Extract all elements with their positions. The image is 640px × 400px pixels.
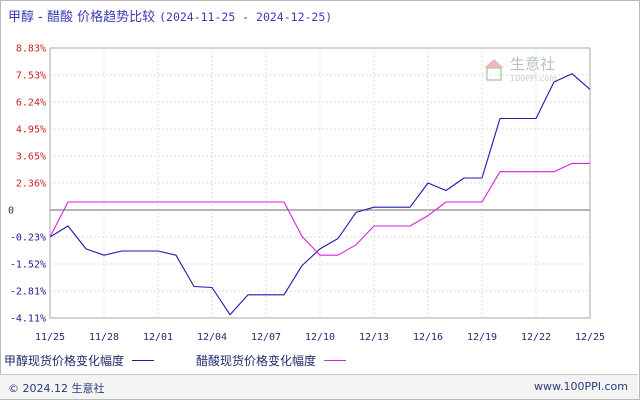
y-tick-label: -4.11% [10, 314, 46, 325]
legend-swatch-series1 [132, 360, 155, 361]
x-tick-label: 12/01 [143, 332, 173, 343]
footer-copyright: © 2024.12 生意社 [8, 382, 105, 395]
legend-label-series2: 醋酸现货价格变化幅度 [196, 354, 317, 368]
y-axis-ticks: 8.83% 7.53% 6.24% 4.95% 3.65% 2.36% 0 -0.23% -1.… [8, 44, 46, 325]
watermark-brand: 生意社 [510, 55, 555, 73]
legend-item-series1: 甲醇现货价格变化幅度 [4, 352, 155, 369]
y-tick-label: -0.23% [10, 233, 46, 244]
y-tick-label: -1.52% [10, 260, 46, 271]
series-line-2 [49, 162, 590, 256]
x-tick-label: 12/16 [413, 332, 443, 343]
y-tick-label: 0 [8, 206, 14, 217]
legend-swatch-series2 [324, 360, 347, 361]
grid [49, 47, 591, 319]
y-tick-label: 4.95% [16, 125, 46, 136]
watermark-logo: 生意社 100PPI.com [480, 54, 580, 88]
house-roof-icon [484, 59, 504, 68]
chart-date-range: (2024-11-25 - 2024-12-25) [159, 10, 333, 24]
y-tick-label: -2.81% [10, 287, 46, 298]
y-tick-label: 3.65% [16, 152, 46, 163]
x-tick-label: 12/10 [305, 332, 335, 343]
x-tick-label: 11/25 [35, 332, 65, 343]
y-tick-label: 2.36% [16, 179, 46, 190]
chart-title-text: 甲醇 - 醋酸 价格趋势比较 [8, 10, 156, 25]
x-tick-label: 12/13 [359, 332, 389, 343]
x-tick-label: 12/25 [575, 332, 605, 343]
y-tick-label: 6.24% [16, 98, 46, 109]
footer-url: www.100PPI.com [534, 380, 628, 393]
y-tick-label: 7.53% [16, 71, 46, 82]
series-line-1 [49, 73, 591, 316]
x-tick-label: 11/28 [89, 332, 119, 343]
legend-label-series1: 甲醇现货价格变化幅度 [4, 354, 125, 368]
chart-title: 甲醇 - 醋酸 价格趋势比较 (2024-11-25 - 2024-12-25) [8, 6, 332, 25]
y-tick-label: 8.83% [16, 44, 46, 55]
watermark-url: 100PPI.com [510, 74, 557, 83]
x-tick-label: 12/22 [521, 332, 551, 343]
x-tick-label: 12/19 [467, 332, 497, 343]
footer: © 2024.12 生意社 www.100PPI.com [0, 374, 638, 399]
series-lines [49, 73, 591, 316]
house-body-icon [486, 67, 502, 81]
x-tick-label: 12/04 [197, 332, 227, 343]
x-tick-label: 12/07 [251, 332, 281, 343]
x-axis-ticks: 11/25 11/28 12/01 12/04 12/07 12/10 12/13 12/16… [35, 332, 605, 343]
legend-item-series2: 醋酸现货价格变化幅度 [196, 352, 347, 369]
